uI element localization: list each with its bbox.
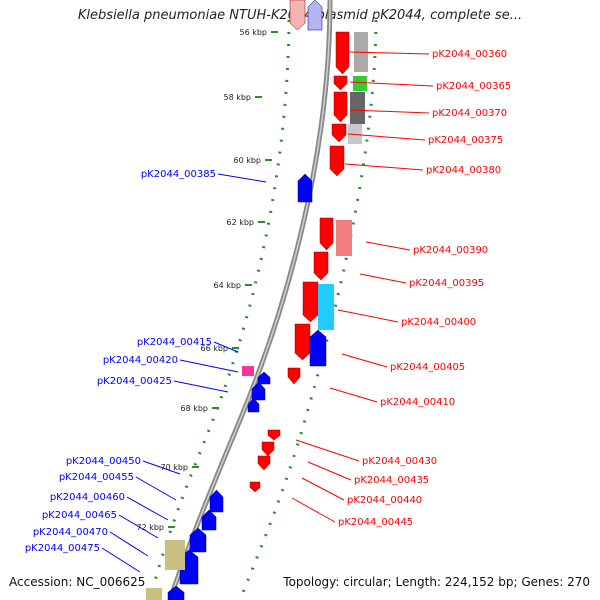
leader-line-reverse (118, 514, 159, 539)
gene-arrow-forward[interactable] (319, 217, 334, 251)
scale-label: 56 kbp (239, 28, 267, 37)
gene-arrow-forward[interactable] (267, 429, 281, 441)
gene-label-forward[interactable]: pK2044_00390 (413, 245, 488, 256)
gene-label-forward[interactable]: pK2044_00360 (432, 49, 507, 60)
scale-label: 58 kbp (223, 93, 251, 102)
leader-line-forward (295, 439, 360, 462)
gene-labels[interactable]: pK2044_00360 pK2044_00365 pK2044_00370 pK20… (25, 49, 511, 573)
cog-category-box[interactable] (350, 92, 365, 124)
gene-label-forward[interactable]: pK2044_00375 (428, 135, 503, 146)
gene-label-forward[interactable]: pK2044_00380 (426, 165, 501, 176)
inner-tick-ring (148, 19, 291, 600)
gene-arrow-forward[interactable] (333, 91, 348, 123)
leader-line-reverse (135, 476, 177, 501)
leader-line-forward (291, 497, 336, 523)
cog-category-box[interactable] (146, 588, 162, 600)
topology-text: Topology: circular; Length: 224,152 bp; … (283, 575, 590, 589)
gene-label-forward[interactable]: pK2044_00435 (354, 475, 429, 486)
scale-label: 64 kbp (213, 281, 241, 290)
leader-line-reverse (217, 173, 267, 183)
scale-ticks: 56 kbp 58 kbp 60 kbp 62 kbp 64 kbp 66 kbp 68 k… (136, 19, 378, 600)
cog-category-box[interactable] (348, 124, 362, 144)
gene-label-reverse[interactable]: pK2044_00470 (33, 527, 108, 538)
gene-label-reverse[interactable]: pK2044_00460 (50, 492, 125, 503)
gene-label-forward[interactable]: pK2044_00405 (390, 362, 465, 373)
scale-label: 62 kbp (226, 218, 254, 227)
cog-category-box[interactable] (336, 220, 352, 256)
leader-line-forward (365, 241, 411, 251)
leader-line-reverse (173, 380, 229, 393)
gene-label-forward[interactable]: pK2044_00370 (432, 108, 507, 119)
gene-arrow-forward[interactable] (335, 31, 350, 75)
gene-label-forward[interactable]: pK2044_00440 (347, 495, 422, 506)
gene-label-reverse[interactable]: pK2044_00420 (103, 355, 178, 366)
cog-category-box[interactable] (242, 366, 254, 376)
scale-label: 68 kbp (180, 404, 208, 413)
leader-line-forward (359, 273, 407, 284)
cog-category-box[interactable] (318, 284, 334, 330)
scale-label: 72 kbp (136, 523, 164, 532)
leader-line-reverse (101, 547, 141, 573)
gene-arrow-forward[interactable] (313, 251, 329, 281)
gene-label-forward[interactable]: pK2044_00410 (380, 397, 455, 408)
gene-label-forward[interactable]: pK2044_00365 (436, 81, 511, 92)
leader-line-reverse (213, 341, 239, 353)
gene-features[interactable] (146, 0, 368, 600)
gene-arrow-reverse[interactable] (307, 0, 323, 31)
gene-arrow-forward[interactable] (261, 441, 275, 457)
gene-arrow-forward[interactable] (294, 323, 311, 361)
gene-arrow-reverse[interactable] (209, 489, 224, 513)
gene-arrow-forward[interactable] (302, 281, 319, 323)
gene-label-forward[interactable]: pK2044_00430 (362, 456, 437, 467)
backbone-highlight (169, 0, 331, 600)
leader-line-reverse (142, 460, 181, 475)
leader-line-forward (301, 477, 345, 501)
leader-line-forward (307, 461, 352, 481)
leader-line-forward (344, 163, 424, 171)
scale-label: 66 kbp (200, 344, 228, 353)
gene-arrow-reverse[interactable] (251, 381, 266, 401)
leader-line-forward (348, 51, 430, 55)
gene-arrow-reverse[interactable] (201, 509, 217, 531)
leader-line-reverse (179, 359, 239, 373)
leader-line-forward (329, 387, 378, 403)
gene-arrow-forward[interactable] (331, 123, 347, 143)
gene-label-reverse[interactable]: pK2044_00425 (97, 376, 172, 387)
gene-arrow-reverse[interactable] (297, 173, 313, 203)
gene-arrow-reverse[interactable] (309, 329, 327, 367)
backbone-layer (167, 0, 333, 600)
gene-label-forward[interactable]: pK2044_00395 (409, 278, 484, 289)
gene-label-reverse[interactable]: pK2044_00385 (141, 169, 216, 180)
gene-arrow-reverse[interactable] (247, 397, 260, 413)
leader-line-forward (341, 353, 388, 368)
leader-line-reverse (126, 496, 169, 521)
gene-label-reverse[interactable]: pK2044_00415 (137, 337, 212, 348)
gene-label-forward[interactable]: pK2044_00400 (401, 317, 476, 328)
gene-arrow-forward[interactable] (329, 145, 345, 177)
scale-label: 60 kbp (233, 156, 261, 165)
cog-category-box[interactable] (353, 76, 367, 91)
gene-label-reverse[interactable]: pK2044_00455 (59, 472, 134, 483)
gene-arrow-forward[interactable] (249, 481, 261, 493)
scale-label: 70 kbp (160, 463, 188, 472)
gene-arrow-forward[interactable] (287, 367, 301, 385)
gene-arrow-reverse[interactable] (189, 527, 207, 553)
gene-arrow-forward[interactable] (333, 75, 348, 91)
gene-arrow-forward[interactable] (289, 0, 306, 31)
leader-line-forward (347, 133, 426, 141)
gene-label-reverse[interactable]: pK2044_00450 (66, 456, 141, 467)
cog-category-box[interactable] (165, 540, 185, 570)
gene-label-reverse[interactable]: pK2044_00475 (25, 543, 100, 554)
accession-text: Accession: NC_006625 (9, 575, 146, 589)
gene-arrow-reverse[interactable] (167, 585, 185, 600)
gene-arrow-forward[interactable] (257, 455, 271, 471)
outer-tick-ring (238, 19, 378, 600)
leader-line-forward (349, 81, 434, 87)
leader-line-forward (349, 109, 430, 114)
gene-label-reverse[interactable]: pK2044_00465 (42, 510, 117, 521)
leader-line-forward (337, 309, 399, 323)
leader-line-reverse (109, 531, 149, 557)
gene-label-forward[interactable]: pK2044_00445 (338, 517, 413, 528)
